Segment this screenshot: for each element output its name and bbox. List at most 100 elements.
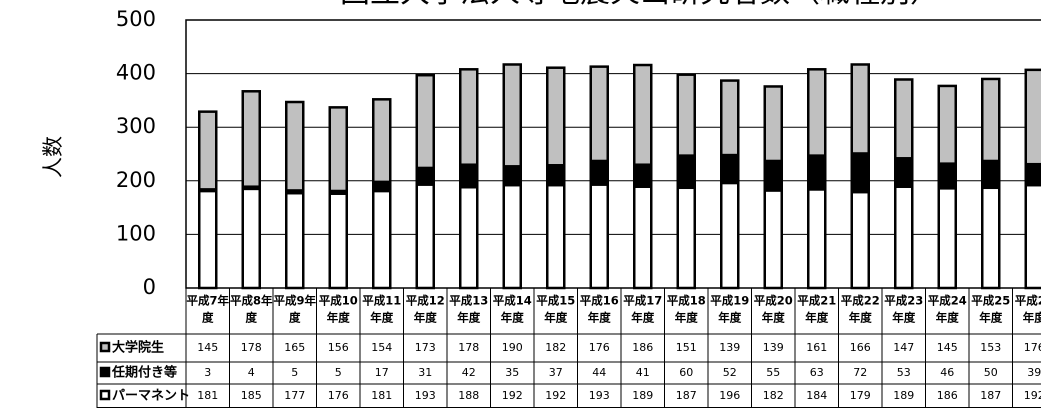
bar-segment [850,152,870,194]
table-value: 189 [893,389,914,402]
table-value: 173 [415,341,436,354]
category-label: 年度 [1023,311,1041,325]
bar-segment [720,79,740,157]
bar-segment [763,189,783,290]
table-value: 187 [676,389,697,402]
table-value: 35 [505,366,519,379]
category-label: 平成8年 [230,294,273,308]
table-value: 186 [632,341,653,354]
bar-segment [633,185,653,290]
table-value: 17 [375,366,389,379]
category-label: 度 [202,311,214,325]
table-value: 139 [719,341,740,354]
y-tick-label: 400 [116,61,156,85]
category-label: 平成22 [841,294,880,308]
bar-segment [850,63,870,155]
category-label: 平成23 [884,294,923,308]
bar-segment [763,85,783,163]
bar-segment [198,110,218,191]
table-value: 72 [853,366,867,379]
bar-segment [807,68,827,157]
category-label: 年度 [675,311,698,325]
bar-segment [589,65,609,163]
table-value: 182 [763,389,784,402]
category-label: 年度 [936,311,959,325]
bar-segment [937,187,957,290]
category-label: 年度 [762,311,785,325]
chart-title: 国立大学法人等地震火山研究者数（職種別） [340,0,940,10]
bar-segment [285,100,305,192]
table-value: 41 [636,366,650,379]
bar-segment [1024,68,1041,166]
bar-segment [1024,183,1041,290]
bar-segment [807,188,827,290]
category-label: 度 [289,311,301,325]
category-label: 平成13 [449,294,488,308]
category-label: 平成16 [580,294,619,308]
bar-segment [415,73,435,170]
bar-segment [763,159,783,192]
category-label: 度 [246,311,258,325]
bar-segment [981,186,1001,290]
table-value: 145 [197,341,218,354]
category-label: 年度 [501,311,524,325]
table-value: 37 [549,366,563,379]
category-label: 年度 [631,311,654,325]
bar-segment [676,186,696,290]
table-value: 161 [806,341,827,354]
legend-key [99,389,111,401]
table-value: 193 [589,389,610,402]
table-value: 176 [328,389,349,402]
category-label: 平成9年 [273,294,316,308]
category-label: 年度 [327,311,350,325]
table-value: 196 [719,389,740,402]
bar-segment [459,68,479,166]
table-value: 31 [418,366,432,379]
table-value: 5 [291,366,298,379]
category-label: 年度 [457,311,480,325]
category-label: 年度 [849,311,872,325]
bar-segment [459,185,479,290]
category-label: 平成26 [1015,294,1041,308]
y-tick-label: 300 [116,114,156,138]
bar-segment [459,163,479,189]
bar-segment [241,187,261,290]
table-value: 156 [328,341,349,354]
legend-key [99,366,111,378]
table-value: 176 [589,341,610,354]
table-value: 190 [502,341,523,354]
table-value: 176 [1024,341,1041,354]
category-label: 平成20 [754,294,793,308]
category-label: 年度 [718,311,741,325]
y-tick-label: 0 [143,275,156,299]
table-value: 192 [545,389,566,402]
category-label: 平成7年 [186,294,229,308]
category-label: 平成24 [928,294,967,308]
category-label: 平成18 [667,294,706,308]
category-label: 平成25 [971,294,1010,308]
category-label: 平成17 [623,294,662,308]
table-value: 3 [204,366,211,379]
table-value: 166 [850,341,871,354]
table-value: 154 [371,341,392,354]
table-value: 42 [462,366,476,379]
bar-segment [720,153,740,185]
bar-segment [546,164,566,187]
category-label: 平成10 [319,294,358,308]
table-value: 39 [1027,366,1041,379]
bar-segment [372,98,392,184]
table-value: 153 [980,341,1001,354]
table-value: 188 [458,389,479,402]
series-label: パーマネント [112,389,190,404]
category-label: 年度 [979,311,1002,325]
series-label: 任期付き等 [111,365,177,381]
table-value: 44 [592,366,606,379]
category-label: 年度 [414,311,437,325]
table-value: 52 [723,366,737,379]
bar-segment [894,78,914,160]
table-value: 192 [502,389,523,402]
bar-segment [328,192,348,290]
table-value: 139 [763,341,784,354]
category-label: 平成19 [710,294,749,308]
